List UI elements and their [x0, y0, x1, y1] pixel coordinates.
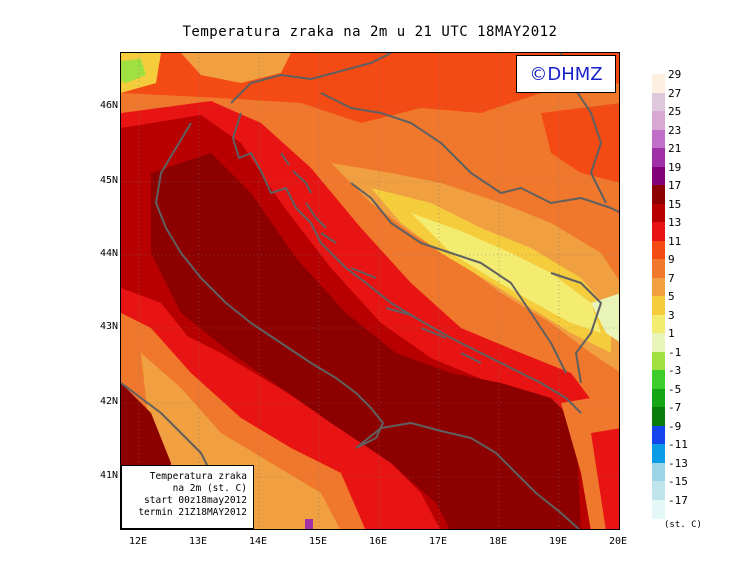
lon-label-15e: 15E [308, 536, 328, 547]
legend-swatch [652, 388, 665, 408]
legend-label: 1 [668, 327, 675, 340]
legend-swatch [652, 277, 665, 297]
legend-label: 15 [668, 197, 682, 211]
lat-label-42n: 42N [99, 396, 118, 407]
lat-lon-grid [121, 53, 619, 529]
legend-swatch [652, 148, 665, 167]
legend-label: 17 [668, 179, 682, 192]
legend-label: -15 [668, 475, 688, 488]
legend-label: 27 [668, 86, 682, 100]
lat-label-43n: 43N [99, 321, 118, 332]
adriatic-sea-warmest-zone [151, 153, 581, 529]
legend-label: 13 [668, 216, 682, 229]
lat-label-46n: 46N [99, 100, 118, 111]
lon-label-19e: 19E [548, 536, 568, 547]
lat-label-44n: 44N [99, 248, 118, 259]
legend-swatch [652, 444, 665, 463]
legend-swatch [652, 111, 665, 130]
lat-label-41n: 41N [99, 470, 118, 481]
legend-label: -5 [668, 382, 682, 396]
northeast-red-orange-zone [541, 103, 619, 183]
legend-swatch [652, 296, 665, 315]
legend-label: -1 [668, 345, 682, 359]
legend-swatch [652, 185, 665, 204]
legend-swatch [652, 407, 665, 426]
legend-swatch [652, 333, 665, 352]
legend-label: -7 [668, 401, 682, 414]
balkan-pale-yellow-zone [591, 293, 619, 342]
legend-label: 21 [668, 142, 682, 155]
dhmz-logo: ©DHMZ [516, 55, 616, 93]
legend-swatch [652, 240, 665, 260]
legend-label: 9 [668, 253, 675, 266]
legend-label: -3 [668, 364, 682, 377]
info-line-3: start 00z18may2012 [144, 495, 247, 506]
legend-label: -9 [668, 419, 682, 433]
southeast-red-zone [591, 428, 619, 529]
map-title: Temperatura zraka na 2m u 21 UTC 18MAY20… [182, 24, 558, 40]
legend-swatch [652, 462, 665, 482]
lon-label-16e: 16E [368, 536, 388, 547]
coastlines-borders [121, 53, 619, 529]
legend-unit: (st. C) [664, 520, 702, 530]
legend-swatch [652, 203, 665, 223]
info-line-2: na 2m (st. C) [172, 483, 247, 494]
legend-label: -17 [668, 493, 688, 507]
lat-label-45n: 45N [99, 175, 118, 186]
legend-swatch [652, 92, 665, 112]
legend-label: 23 [668, 123, 682, 137]
legend-label: -11 [668, 438, 688, 451]
legend-label: 3 [668, 308, 675, 322]
info-box: Temperatura zraka na 2m (st. C) start 00… [121, 465, 254, 529]
lon-label-17e: 17E [428, 536, 448, 547]
legend-swatch [652, 425, 665, 445]
legend-label: 19 [668, 160, 682, 174]
northwest-green-zone [121, 59, 146, 83]
legend-swatch [652, 499, 665, 519]
lon-label-20e: 20E [608, 536, 628, 547]
lon-label-12e: 12E [128, 536, 148, 547]
legend-swatch [652, 351, 665, 371]
legend-label: 7 [668, 271, 675, 285]
legend-label: 25 [668, 105, 682, 118]
info-line-1: Temperatura zraka [149, 471, 247, 482]
info-line-4: termin 21Z18MAY2012 [138, 507, 247, 518]
lon-label-13e: 13E [188, 536, 208, 547]
legend-label: 11 [668, 234, 682, 248]
temperature-map [120, 52, 620, 530]
lon-label-18e: 18E [488, 536, 508, 547]
balkan-yellow-zone [411, 213, 601, 333]
legend-swatch [652, 370, 665, 389]
legend-swatch [652, 129, 665, 149]
legend-swatch [652, 166, 665, 186]
legend-swatch [652, 74, 665, 93]
legend-label: 29 [668, 68, 682, 81]
lon-label-14e: 14E [248, 536, 268, 547]
legend-swatch [652, 222, 665, 241]
north-light-orange-zone [181, 53, 291, 83]
legend-swatch [652, 314, 665, 334]
legend-swatch [652, 259, 665, 278]
legend-swatch [652, 481, 665, 500]
legend-label: -13 [668, 456, 688, 470]
purple-hotspot [305, 519, 313, 529]
legend-label: 5 [668, 290, 675, 303]
temperature-field-svg [121, 53, 619, 529]
